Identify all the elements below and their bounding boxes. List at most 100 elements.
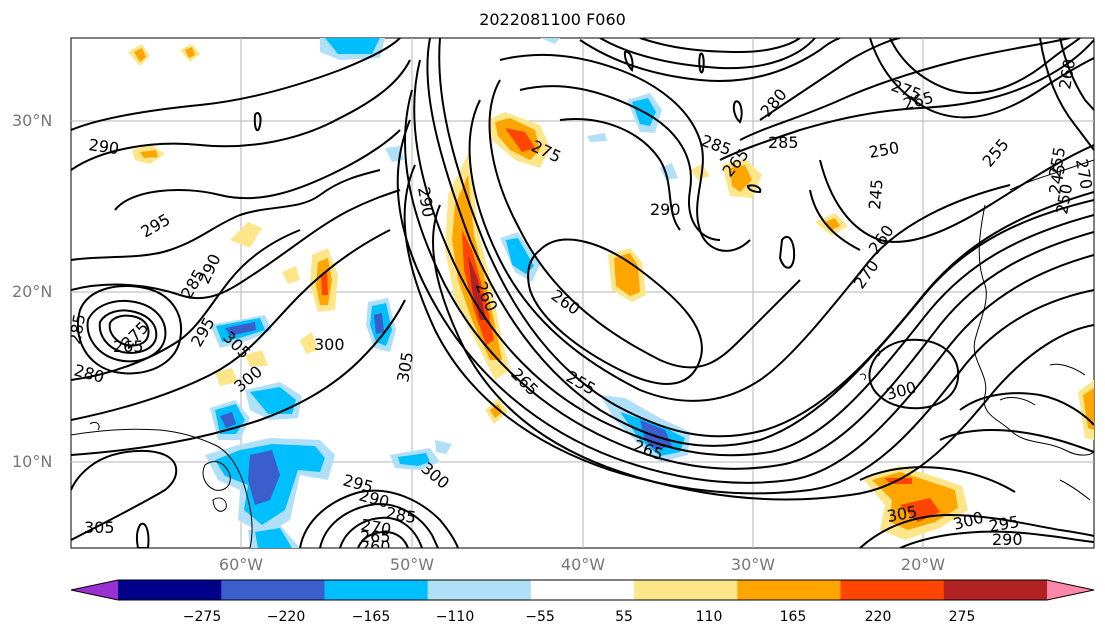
- coastline: [1049, 363, 1086, 376]
- contour-line: [71, 229, 301, 381]
- contour-line: [319, 503, 439, 548]
- map-title: 2022081100 F060: [479, 10, 626, 29]
- lon-label-50w: 50°W: [389, 555, 435, 574]
- contour-line: [623, 50, 634, 73]
- contour-line: [114, 129, 401, 211]
- contour-line: [403, 89, 1094, 470]
- contour-line: [499, 53, 751, 252]
- contour-line: [135, 522, 150, 548]
- contour-line: [71, 299, 406, 456]
- contour-label: 260: [360, 537, 391, 556]
- contour-line: [71, 169, 381, 261]
- contour-line: [339, 516, 423, 548]
- contour-line: [299, 489, 459, 548]
- colorbar-tick: −110: [435, 609, 475, 625]
- contour-labels: 290 295 285 290 285 295 265 275 280 305 …: [65, 57, 1094, 556]
- warm-patch: [614, 253, 640, 296]
- warm-patch: [1083, 388, 1094, 430]
- contour-line: [889, 38, 1081, 95]
- coastline: [874, 349, 881, 357]
- cold-patch: [255, 528, 292, 548]
- colorbar-tick: −275: [182, 609, 222, 625]
- contour-line: [732, 100, 743, 124]
- contour-line: [1039, 38, 1094, 151]
- cold-patch: [225, 322, 256, 336]
- contour-line: [959, 392, 1094, 426]
- contour-line: [809, 189, 861, 251]
- contour-line: [559, 118, 681, 231]
- warm-patch: [215, 368, 238, 386]
- contour-line: [869, 38, 1094, 119]
- colorbar-tick: −165: [351, 609, 391, 625]
- contour-label: 285: [65, 312, 89, 345]
- warm-patch: [690, 164, 710, 180]
- contour-line: [438, 38, 1094, 438]
- colorbar-tick: 165: [779, 609, 807, 625]
- cold-patch: [640, 420, 672, 450]
- colorbar-tick: 110: [695, 609, 723, 625]
- contour-label: 265: [113, 337, 144, 356]
- cold-patch: [506, 238, 534, 274]
- contour-line: [71, 38, 401, 131]
- cold-patch: [250, 387, 296, 414]
- colorbar-swatch: [943, 580, 1048, 600]
- contour-line: [759, 38, 901, 121]
- cold-patch: [248, 450, 280, 505]
- cold-patch: [435, 440, 452, 454]
- warm-patch: [282, 266, 300, 284]
- warm-patch: [321, 272, 328, 295]
- contour-line: [819, 144, 1094, 243]
- colorbar-tick: −55: [525, 609, 555, 625]
- coastline: [71, 428, 253, 548]
- colorbar-tick: 275: [948, 609, 976, 625]
- contour-label: 290: [87, 135, 120, 158]
- lat-label-30n: 30°N: [12, 111, 53, 130]
- colorbar-tick: −220: [266, 609, 306, 625]
- colorbar-swatch: [324, 580, 429, 600]
- colorbar-extend-min: [71, 580, 118, 600]
- contour-line: [519, 85, 721, 241]
- contour-line: [859, 466, 1016, 493]
- contour-line: [698, 52, 705, 74]
- contour-line: [778, 235, 796, 269]
- lon-label-40w: 40°W: [560, 555, 606, 574]
- contour-line: [599, 38, 816, 70]
- contour-line: [403, 164, 1094, 495]
- contour-label: 285: [768, 133, 799, 152]
- warm-patch: [230, 222, 262, 248]
- colorbar-swatch: [427, 580, 532, 600]
- contour-line: [468, 99, 1011, 402]
- lon-label-60w: 60°W: [218, 555, 264, 574]
- contour-label: 305: [84, 518, 115, 537]
- map-content: 290 295 285 290 285 295 265 275 280 305 …: [65, 38, 1094, 556]
- lon-label-20w: 20°W: [900, 555, 946, 574]
- contour-line: [86, 300, 167, 363]
- contour-label: 245: [865, 178, 887, 210]
- contour-label: 300: [314, 335, 345, 354]
- colorbar-swatch: [530, 580, 635, 600]
- contour-label: 290: [992, 530, 1023, 549]
- contour-line: [719, 39, 1094, 161]
- contour-line: [639, 38, 801, 54]
- contour-line: [739, 38, 1071, 141]
- coastline: [859, 373, 867, 381]
- warm-patch: [468, 255, 486, 320]
- warm-patch: [185, 47, 195, 58]
- colorbar-swatch: [221, 580, 325, 600]
- contour-line: [579, 38, 841, 82]
- colorbar-swatch: [737, 580, 842, 600]
- contour-lines: [71, 38, 1094, 548]
- contour-line: [357, 530, 409, 548]
- cold-patch: [587, 133, 607, 142]
- warm-patch: [245, 350, 268, 366]
- contour-line: [71, 449, 178, 541]
- colorbar-tick: 220: [864, 609, 892, 625]
- warm-patch: [140, 150, 158, 158]
- contour-line: [1059, 38, 1094, 111]
- cold-patch: [325, 38, 380, 54]
- colorbar-swatch: [118, 580, 222, 600]
- cold-patch: [398, 453, 430, 466]
- coastline: [202, 461, 231, 491]
- coastline: [1059, 479, 1091, 501]
